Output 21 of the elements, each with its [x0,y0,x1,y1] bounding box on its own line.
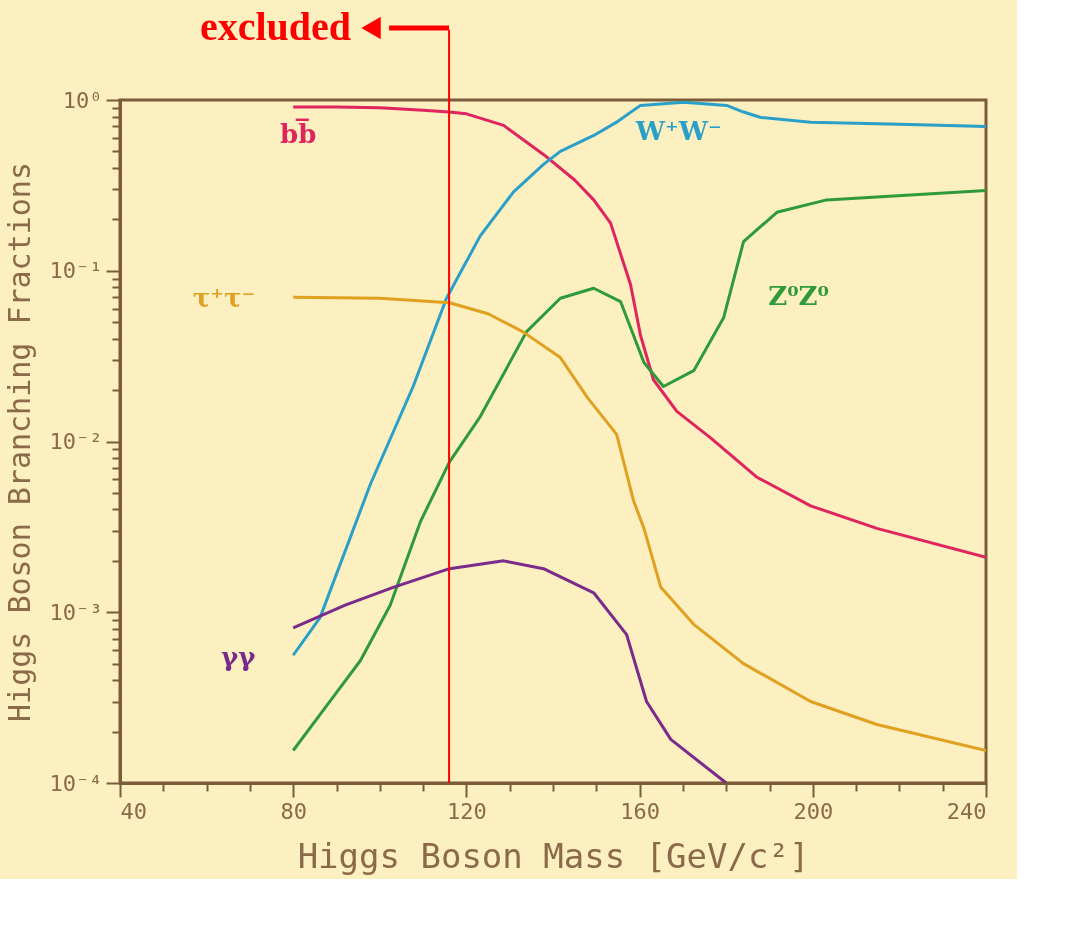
y-tick-label: 10⁻² [49,429,103,454]
y-tick-label: 10⁻³ [49,599,103,625]
x-tick-label: 200 [793,798,834,824]
series-label: τ⁺τ⁻ [192,283,256,314]
line-series [291,559,728,783]
y-tick-label: 10⁰ [62,87,103,113]
line-series [291,189,986,752]
x-tick-label: 80 [280,798,307,824]
y-tick-label: 10⁻⁴ [49,770,103,796]
series-label: Z⁰Z⁰ [768,280,829,311]
y-tick-label: 10⁻¹ [49,258,103,284]
series-label: W⁺W⁻ [634,116,722,147]
series-label: bb̅ [280,118,317,149]
ref-line-label: excluded [199,4,352,49]
x-tick-label: 160 [620,798,660,824]
series-label: γγ [221,641,257,672]
y-axis-title: Higgs Boson Branching Fractions [1,162,37,722]
x-tick-label: 120 [447,798,487,824]
x-axis-title: Higgs Boson Mass [GeV/c²] [297,835,810,876]
x-tick-label: 40 [120,798,147,824]
x-tick-label: 240 [946,798,987,824]
